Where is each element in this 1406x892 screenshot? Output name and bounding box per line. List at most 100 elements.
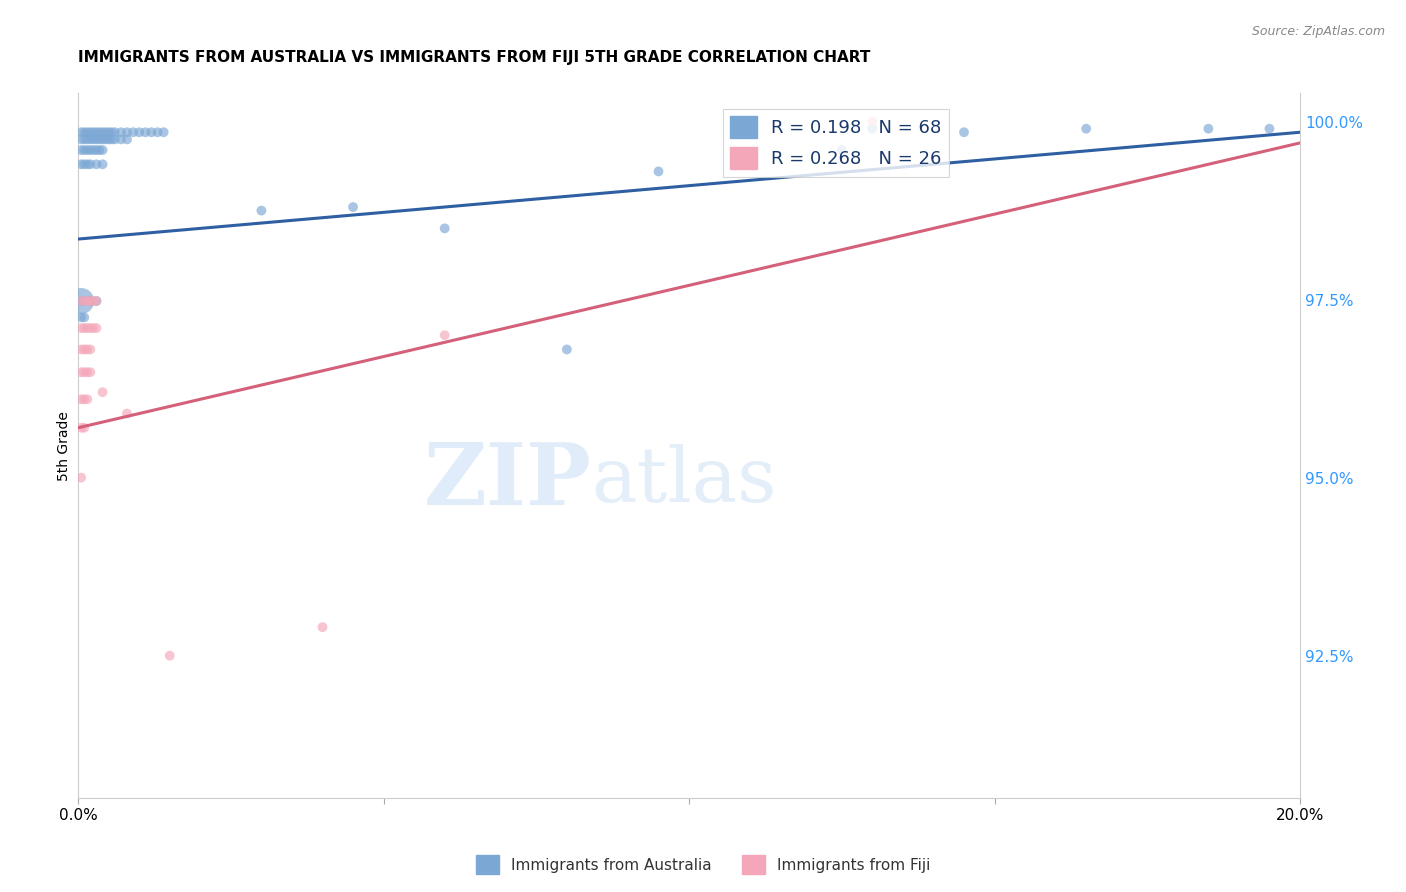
Point <box>86 125 108 139</box>
Point <box>1258 121 1281 136</box>
Point <box>82 132 104 146</box>
Point <box>70 293 93 308</box>
Point <box>953 125 976 139</box>
Point <box>70 143 93 157</box>
Point <box>70 321 93 335</box>
Point <box>250 203 273 218</box>
Point <box>104 132 127 146</box>
Point <box>70 343 93 357</box>
Point <box>860 114 883 128</box>
Point <box>146 125 169 139</box>
Point <box>94 132 117 146</box>
Point <box>70 132 93 146</box>
Text: atlas: atlas <box>592 444 776 518</box>
Point <box>647 164 669 178</box>
Point <box>70 310 93 325</box>
Point <box>79 132 101 146</box>
Point <box>86 157 108 171</box>
Point <box>79 125 101 139</box>
Point <box>128 125 150 139</box>
Point <box>76 125 98 139</box>
Point <box>89 125 111 139</box>
Point <box>115 125 138 139</box>
Point <box>555 343 578 357</box>
Text: Source: ZipAtlas.com: Source: ZipAtlas.com <box>1251 25 1385 38</box>
Point <box>76 157 98 171</box>
Point <box>86 132 108 146</box>
Point <box>82 125 104 139</box>
Point <box>76 365 98 379</box>
Point <box>73 132 96 146</box>
Text: ZIP: ZIP <box>423 439 592 523</box>
Point <box>110 132 132 146</box>
Point <box>311 620 333 634</box>
Point <box>79 321 101 335</box>
Point <box>86 321 108 335</box>
Text: IMMIGRANTS FROM AUSTRALIA VS IMMIGRANTS FROM FIJI 5TH GRADE CORRELATION CHART: IMMIGRANTS FROM AUSTRALIA VS IMMIGRANTS … <box>79 50 870 65</box>
Point <box>73 157 96 171</box>
Point <box>79 293 101 308</box>
Point <box>70 125 93 139</box>
Point <box>70 293 93 308</box>
Point <box>831 143 853 157</box>
Point <box>91 143 114 157</box>
Point <box>73 321 96 335</box>
Legend: Immigrants from Australia, Immigrants from Fiji: Immigrants from Australia, Immigrants fr… <box>470 849 936 880</box>
Point <box>73 365 96 379</box>
Point <box>82 143 104 157</box>
Point <box>100 132 122 146</box>
Point <box>134 125 156 139</box>
Point <box>76 321 98 335</box>
Point <box>70 421 93 435</box>
Point <box>73 343 96 357</box>
Point <box>70 157 93 171</box>
Point <box>79 365 101 379</box>
Point <box>73 293 96 308</box>
Point <box>76 143 98 157</box>
Legend: R = 0.198   N = 68, R = 0.268   N = 26: R = 0.198 N = 68, R = 0.268 N = 26 <box>723 109 949 177</box>
Point <box>89 143 111 157</box>
Point <box>73 421 96 435</box>
Point <box>73 143 96 157</box>
Point <box>76 343 98 357</box>
Point <box>141 125 163 139</box>
Point <box>82 293 104 308</box>
Point <box>91 132 114 146</box>
Point <box>110 125 132 139</box>
Point <box>94 125 117 139</box>
Point <box>73 392 96 407</box>
Point <box>159 648 181 663</box>
Point <box>70 293 93 308</box>
Point <box>89 132 111 146</box>
Point <box>82 321 104 335</box>
Point <box>91 125 114 139</box>
Y-axis label: 5th Grade: 5th Grade <box>58 410 72 481</box>
Point <box>122 125 145 139</box>
Point <box>1197 121 1219 136</box>
Point <box>73 310 96 325</box>
Point <box>73 125 96 139</box>
Point <box>79 293 101 308</box>
Point <box>860 121 883 136</box>
Point <box>115 407 138 421</box>
Point <box>152 125 174 139</box>
Point <box>70 470 93 484</box>
Point <box>73 293 96 308</box>
Point <box>79 143 101 157</box>
Point <box>86 143 108 157</box>
Point <box>91 385 114 400</box>
Point <box>76 293 98 308</box>
Point <box>86 293 108 308</box>
Point <box>433 328 456 343</box>
Point <box>1076 121 1098 136</box>
Point <box>433 221 456 235</box>
Point <box>70 392 93 407</box>
Point <box>76 392 98 407</box>
Point <box>97 125 120 139</box>
Point <box>97 132 120 146</box>
Point <box>91 157 114 171</box>
Point <box>79 157 101 171</box>
Point <box>76 132 98 146</box>
Point <box>86 293 108 308</box>
Point <box>100 125 122 139</box>
